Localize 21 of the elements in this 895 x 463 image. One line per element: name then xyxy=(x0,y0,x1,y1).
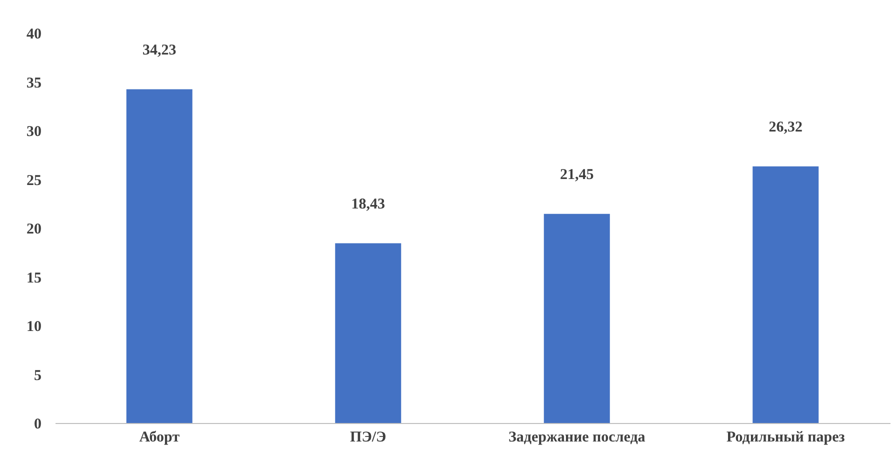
data-label: 21,45 xyxy=(560,166,594,183)
y-tick-label: 40 xyxy=(26,26,42,42)
x-tick-label: ПЭ/Э xyxy=(350,430,386,446)
y-tick-label: 20 xyxy=(26,222,42,238)
y-tick-label: 5 xyxy=(34,368,42,384)
y-tick-label: 0 xyxy=(34,416,42,432)
y-tick-label: 15 xyxy=(26,270,42,286)
y-tick-label: 30 xyxy=(26,124,42,140)
bar xyxy=(335,243,402,423)
bar xyxy=(544,214,610,423)
x-tick-label: Аборт xyxy=(139,430,180,446)
x-tick-label: Задержание последа xyxy=(508,430,646,446)
data-label: 34,23 xyxy=(142,42,176,58)
y-tick-label: 35 xyxy=(26,75,42,92)
data-label: 18,43 xyxy=(351,196,385,212)
y-tick-label: 10 xyxy=(26,319,42,335)
bar xyxy=(752,166,819,423)
data-label: 26,32 xyxy=(768,119,802,136)
y-tick-label: 25 xyxy=(26,172,42,189)
bar xyxy=(126,89,192,423)
x-tick-label: Родильный парез xyxy=(726,430,845,446)
